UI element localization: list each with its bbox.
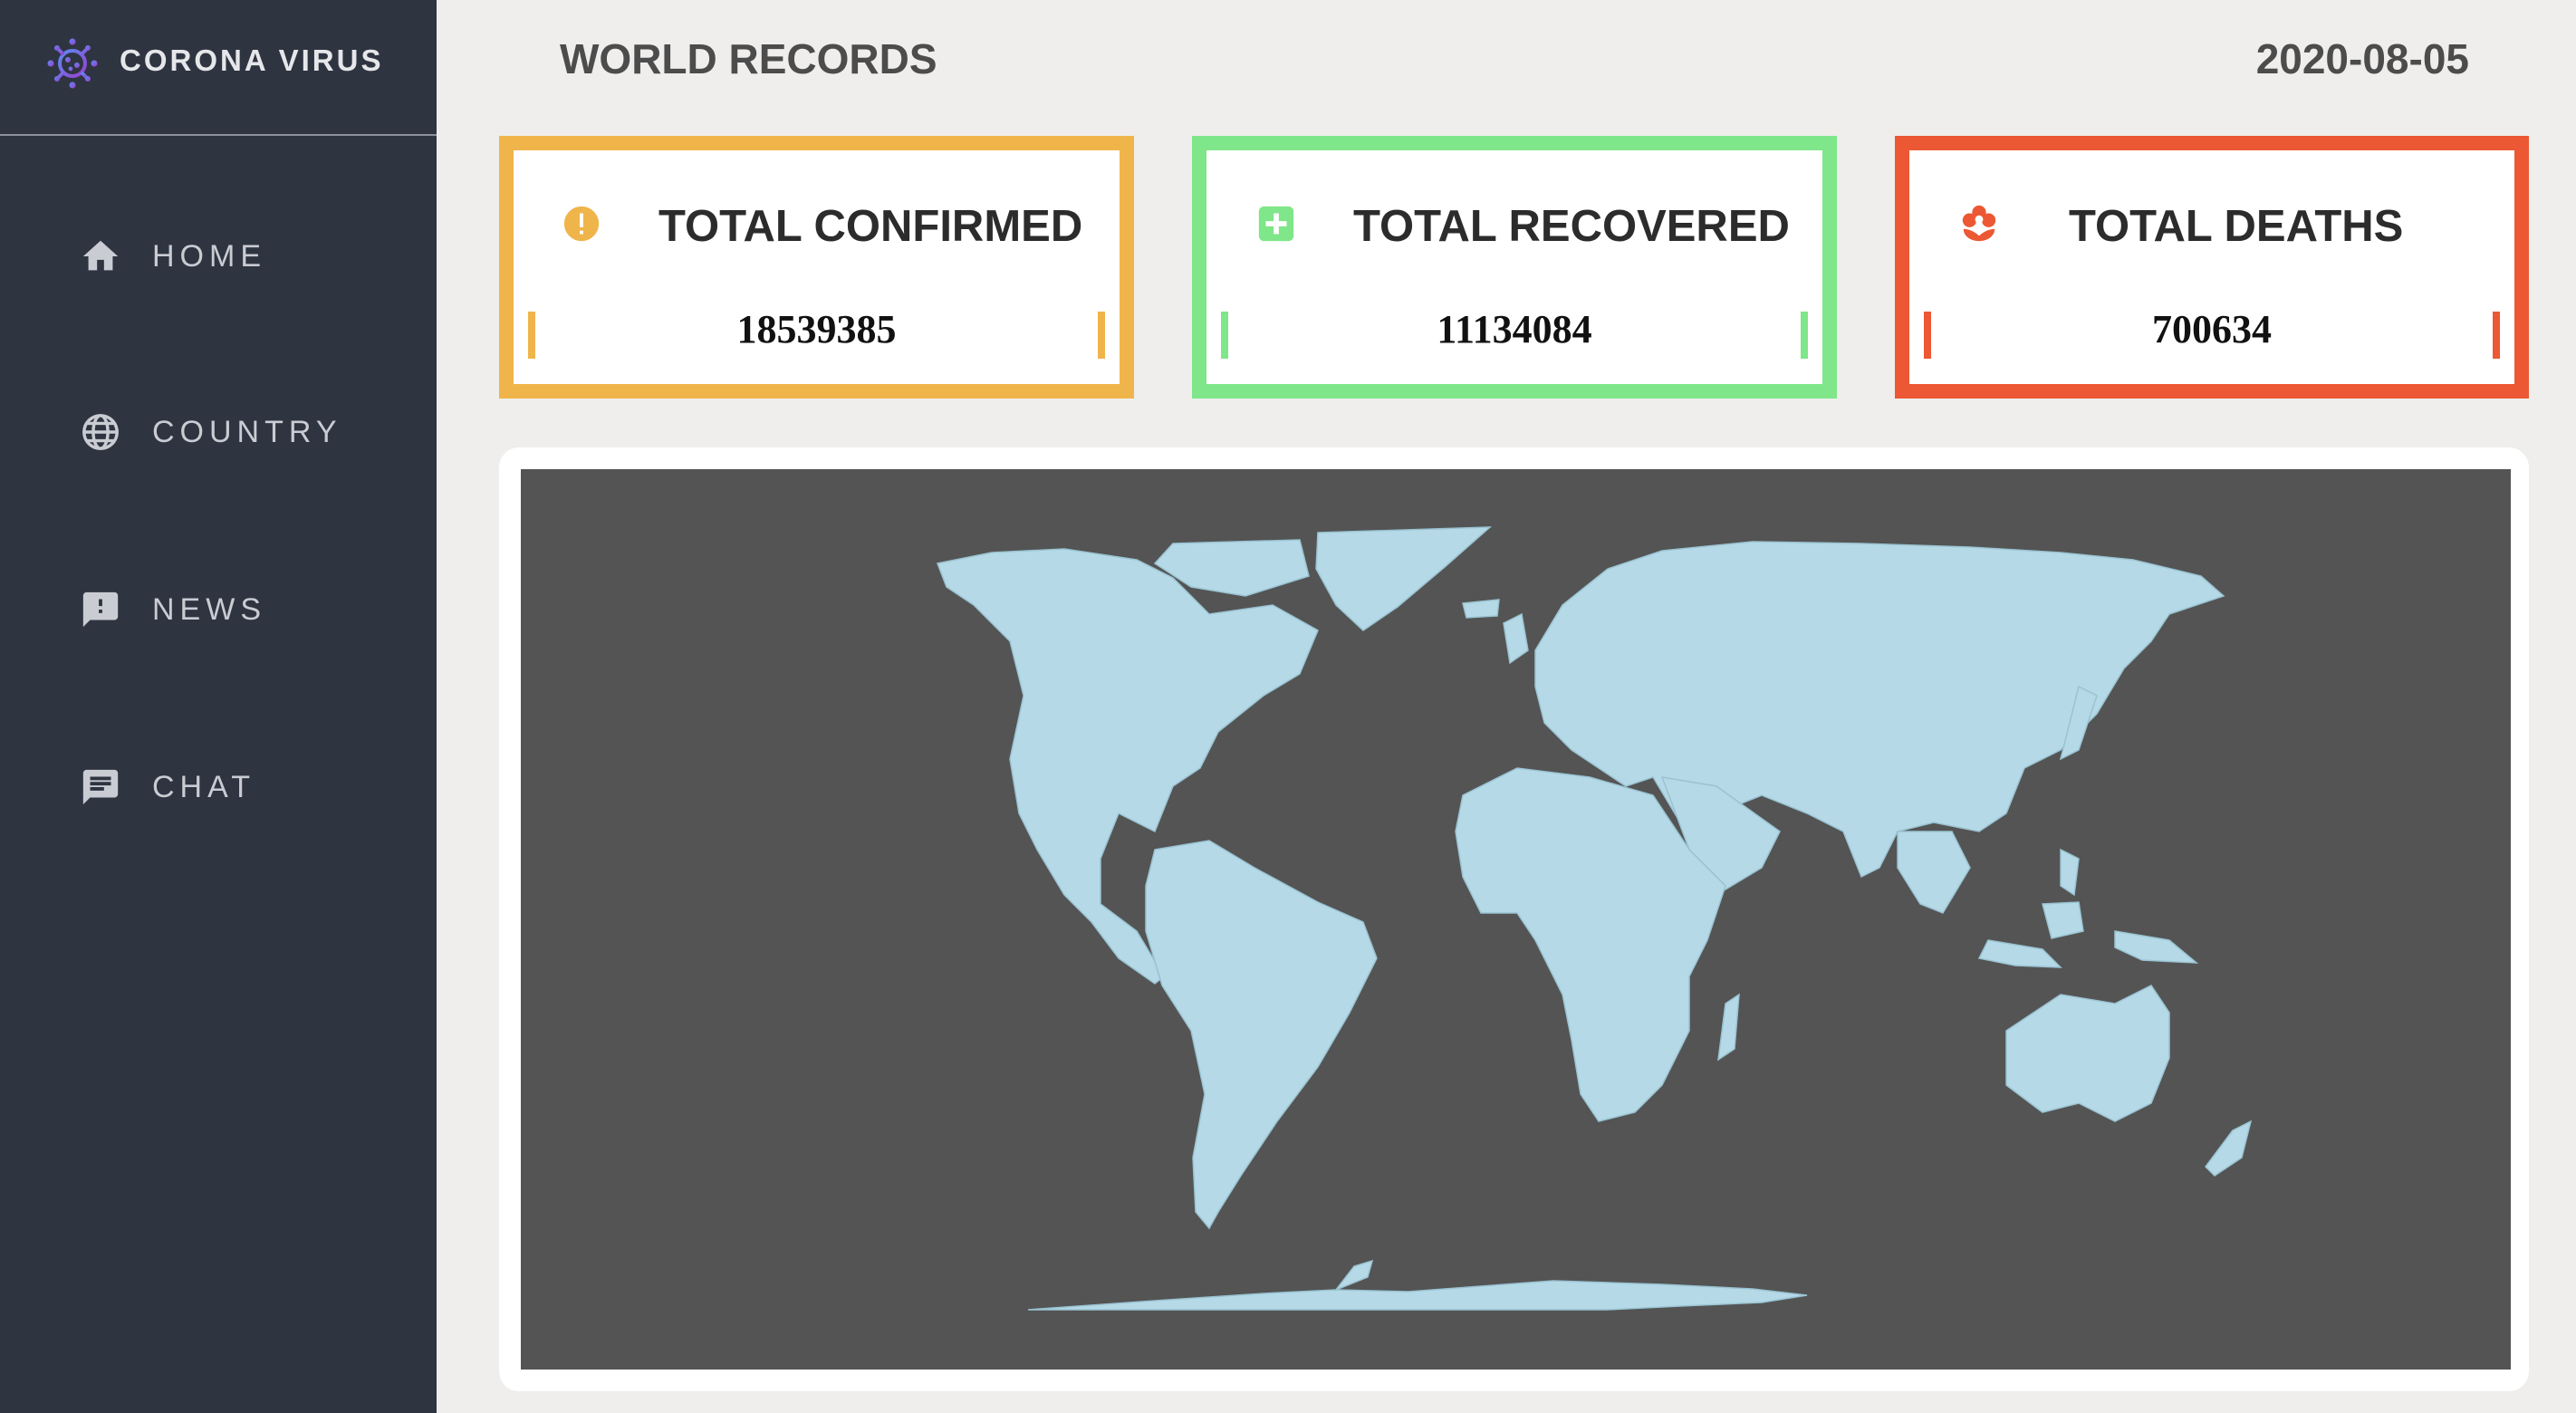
land-australia xyxy=(2005,985,2170,1122)
land-indonesia xyxy=(1977,939,2062,968)
accent-bar xyxy=(1221,312,1228,359)
total-confirmed-card: TOTAL CONFIRMED 18539385 xyxy=(499,136,1134,399)
confirmed-count: 18539385 xyxy=(736,307,897,351)
recovered-count: 11134084 xyxy=(1437,307,1592,351)
land-new-zealand xyxy=(2205,1120,2253,1177)
total-recovered-card: TOTAL RECOVERED 11134084 xyxy=(1192,136,1837,399)
sidebar-item-label: HOME xyxy=(152,239,266,274)
land-philippines xyxy=(2060,848,2080,897)
card-title: TOTAL CONFIRMED xyxy=(658,202,1083,251)
land-greenland xyxy=(1315,526,1493,631)
land-iceland xyxy=(1462,599,1500,619)
world-map[interactable] xyxy=(521,469,2511,1370)
medical-plus-icon xyxy=(1258,206,1294,242)
land-uk xyxy=(1503,612,1529,665)
sidebar-item-news[interactable]: NEWS xyxy=(0,553,437,661)
land-north-america xyxy=(936,548,1319,985)
sidebar-item-label: CHAT xyxy=(152,770,256,804)
flower-icon xyxy=(1962,205,1996,242)
deaths-count: 700634 xyxy=(2152,307,2272,351)
land-antarctica xyxy=(1027,1280,1808,1311)
alert-circle-icon xyxy=(563,206,600,242)
accent-bar xyxy=(1801,312,1808,359)
land-africa xyxy=(1455,767,1726,1122)
brand-name: CORONA VIRUS xyxy=(120,43,384,77)
card-title: TOTAL DEATHS xyxy=(2069,202,2404,251)
accent-bar xyxy=(2493,312,2500,359)
chat-icon xyxy=(82,769,119,805)
globe-icon xyxy=(82,414,119,450)
total-deaths-card: TOTAL DEATHS 700634 xyxy=(1895,136,2529,399)
brand[interactable]: CORONA VIRUS xyxy=(0,0,437,136)
land-japan xyxy=(2059,685,2098,761)
land-borneo xyxy=(2042,901,2084,939)
land-antarctic-peninsula xyxy=(1333,1259,1374,1292)
world-map-svg xyxy=(936,526,2253,1311)
accent-bar xyxy=(1098,312,1105,359)
land-south-america xyxy=(1145,840,1378,1230)
world-map-panel xyxy=(499,447,2529,1391)
accent-bar xyxy=(528,312,535,359)
land-india xyxy=(1897,831,1971,914)
card-title: TOTAL RECOVERED xyxy=(1353,202,1790,251)
land-madagascar xyxy=(1717,993,1740,1062)
sidebar: CORONA VIRUS HOME COUNTRY NEWS CHAT xyxy=(0,0,437,1413)
virus-icon xyxy=(47,38,98,89)
page-title: WORLD RECORDS xyxy=(560,35,937,82)
accent-bar xyxy=(1924,312,1931,359)
news-alert-icon xyxy=(82,591,119,628)
sidebar-item-label: NEWS xyxy=(152,592,266,627)
land-new-guinea xyxy=(2114,930,2199,964)
land-arctic-islands xyxy=(1153,539,1310,597)
sidebar-item-country[interactable]: COUNTRY xyxy=(0,375,437,484)
page-date: 2020-08-05 xyxy=(2255,35,2469,82)
sidebar-item-chat[interactable]: CHAT xyxy=(0,730,437,839)
sidebar-item-label: COUNTRY xyxy=(152,415,342,449)
sidebar-item-home[interactable]: HOME xyxy=(0,199,437,308)
home-icon xyxy=(82,240,119,271)
